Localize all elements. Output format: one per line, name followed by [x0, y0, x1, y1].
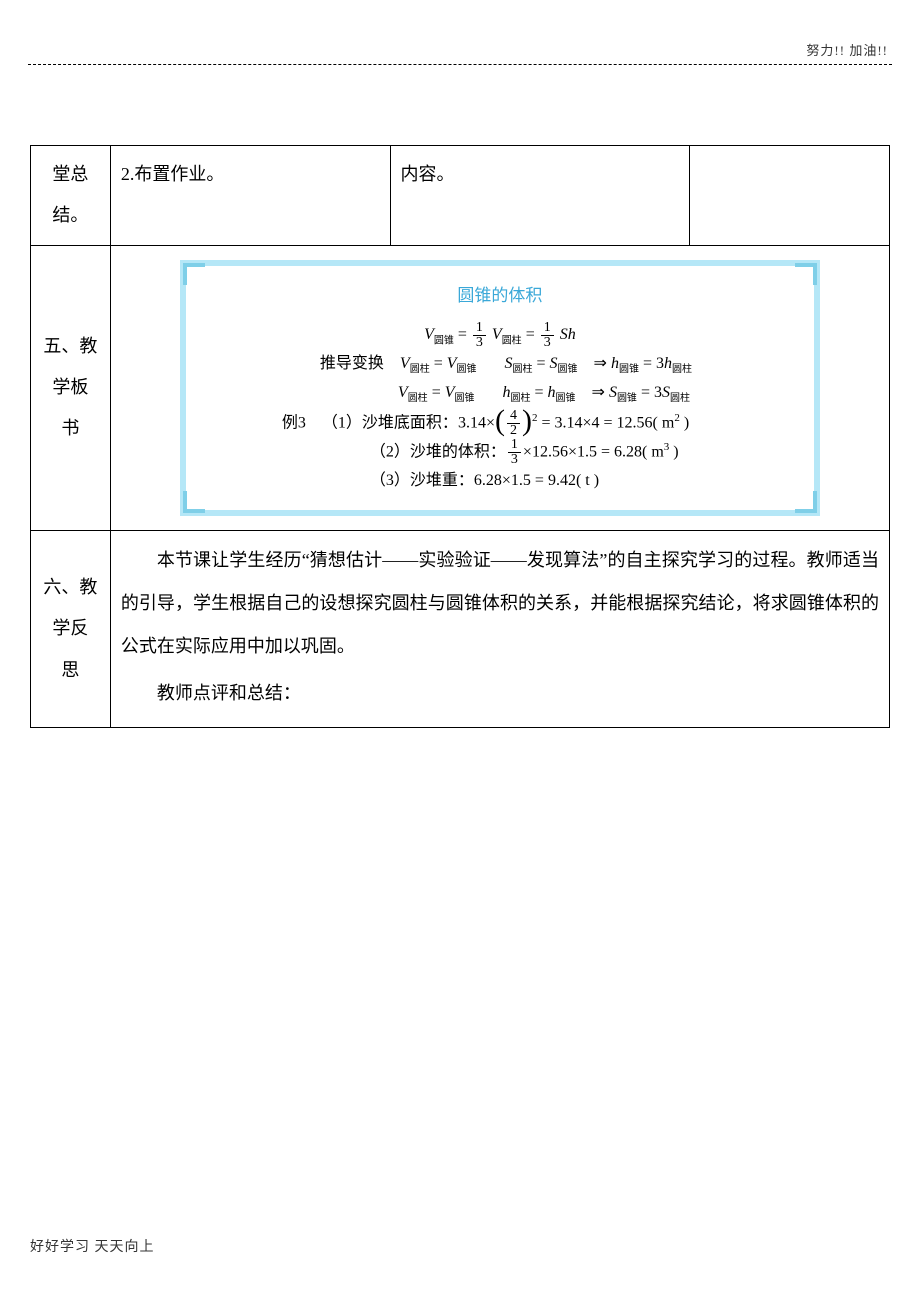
- var-h: h: [611, 355, 619, 372]
- ex3-3: （3）沙堆重：6.28×1.5 = 9.42( t ): [370, 472, 599, 489]
- label-line: 堂总: [41, 154, 100, 195]
- var-h: h: [664, 355, 672, 372]
- corner-decor: [795, 491, 817, 513]
- ex3-label: 例3: [282, 414, 306, 431]
- label-line: 思: [41, 650, 100, 691]
- fraction: 13: [541, 321, 554, 350]
- var-v: V: [424, 326, 434, 343]
- fraction: 42: [507, 409, 520, 438]
- label-line: 五、教: [41, 326, 100, 367]
- var-sh: Sh: [560, 326, 576, 343]
- sub-cone: 圆锥: [556, 394, 576, 405]
- ex3-2-prefix: （2）沙堆的体积：: [370, 443, 506, 460]
- blackboard-frame: 圆锥的体积 V圆锥 = 13 V圆柱 = 13 Sh 推导变换 V圆柱 = V圆…: [180, 260, 820, 516]
- row3-label: 六、教 学反 思: [31, 530, 111, 728]
- ex3-2-tail: ×12.56×1.5 = 6.28( m: [523, 443, 664, 460]
- close-paren: ): [680, 414, 689, 431]
- table-row: 六、教 学反 思 本节课让学生经历“猜想估计——实验验证——发现算法”的自主探究…: [31, 530, 890, 728]
- arrow-icon: ⇒: [594, 355, 607, 372]
- frac-den: 3: [473, 335, 486, 350]
- var-s: S: [662, 384, 670, 401]
- label-line: 六、教: [41, 567, 100, 608]
- var-h: h: [503, 384, 511, 401]
- header-rule: [28, 64, 892, 65]
- var-h: h: [548, 384, 556, 401]
- table-row: 堂总 结。 2.布置作业。 内容。: [31, 146, 890, 246]
- var-s: S: [550, 355, 558, 372]
- ex3-1-prefix: （1）沙堆底面积：: [322, 414, 458, 431]
- label-line: 书: [41, 408, 100, 449]
- sub-cone: 圆锥: [558, 364, 578, 375]
- sub-cyl: 圆柱: [513, 364, 533, 375]
- sub-cone: 圆锥: [457, 364, 477, 375]
- sub-cyl: 圆柱: [410, 364, 430, 375]
- table-row: 五、教 学板 书 圆锥的体积 V圆锥 = 13 V圆柱 = 13 Sh: [31, 245, 890, 530]
- fraction: 13: [473, 321, 486, 350]
- frac-num: 1: [541, 321, 554, 335]
- sub-cone: 圆锥: [619, 364, 639, 375]
- var-v: V: [492, 326, 502, 343]
- deriv-label: 推导变换: [320, 355, 384, 372]
- row1-col4: [690, 146, 890, 246]
- var-s: S: [609, 384, 617, 401]
- footer-text: 好好学习 天天向上: [30, 1236, 155, 1256]
- row1-col3: 内容。: [390, 146, 690, 246]
- sub-cyl: 圆柱: [511, 394, 531, 405]
- sub-cyl: 圆柱: [502, 335, 522, 346]
- lesson-table: 堂总 结。 2.布置作业。 内容。 五、教 学板 书 圆锥的体积 V圆锥 = 1…: [30, 145, 890, 728]
- sub-cyl: 圆柱: [670, 394, 690, 405]
- label-line: 结。: [41, 195, 100, 236]
- row2-label: 五、教 学板 书: [31, 245, 111, 530]
- frac-den: 3: [508, 452, 521, 467]
- const-3: 3: [654, 384, 662, 401]
- corner-decor: [183, 491, 205, 513]
- const-3: 3: [656, 355, 664, 372]
- sub-cone: 圆锥: [617, 394, 637, 405]
- big-paren-right: ): [522, 404, 532, 437]
- label-line: 学板: [41, 367, 100, 408]
- var-v: V: [447, 355, 457, 372]
- blackboard-cell: 圆锥的体积 V圆锥 = 13 V圆柱 = 13 Sh 推导变换 V圆柱 = V圆…: [110, 245, 889, 530]
- frac-den: 3: [541, 335, 554, 350]
- close-paren: ): [669, 443, 678, 460]
- corner-decor: [183, 263, 205, 285]
- corner-decor: [795, 263, 817, 285]
- var-v: V: [400, 355, 410, 372]
- var-v: V: [398, 384, 408, 401]
- var-v: V: [445, 384, 455, 401]
- example3-line2: （2）沙堆的体积：13×12.56×1.5 = 6.28( m3 ): [210, 438, 790, 467]
- header-text: 努力!! 加油!!: [806, 40, 888, 59]
- teacher-comment-label: 教师点评和总结：: [121, 672, 879, 715]
- frac-den: 2: [507, 423, 520, 438]
- arrow-icon: ⇒: [592, 384, 605, 401]
- ex3-1-tail: = 3.14×4 = 12.56( m: [537, 414, 674, 431]
- board-title: 圆锥的体积: [210, 276, 790, 315]
- label-line: 学反: [41, 608, 100, 649]
- fraction: 13: [508, 438, 521, 467]
- ex3-1-const: 3.14×: [458, 414, 495, 431]
- frac-num: 4: [507, 409, 520, 423]
- example3-line1: 例3 （1）沙堆底面积：3.14×(42)2 = 3.14×4 = 12.56(…: [210, 409, 790, 438]
- sub-cone: 圆锥: [434, 335, 454, 346]
- derivation-line-1: 推导变换 V圆柱 = V圆锥 S圆柱 = S圆锥 ⇒ h圆锥 = 3h圆柱: [210, 350, 790, 379]
- sub-cyl: 圆柱: [672, 364, 692, 375]
- frac-num: 1: [508, 438, 521, 452]
- row1-label: 堂总 结。: [31, 146, 111, 246]
- sub-cone: 圆锥: [455, 394, 475, 405]
- reflection-paragraph: 本节课让学生经历“猜想估计——实验验证——发现算法”的自主探究学习的过程。教师适…: [121, 539, 879, 669]
- row1-col2: 2.布置作业。: [110, 146, 390, 246]
- sub-cyl: 圆柱: [408, 394, 428, 405]
- example3-line3: （3）沙堆重：6.28×1.5 = 9.42( t ): [210, 467, 790, 496]
- big-paren-left: (: [495, 404, 505, 437]
- reflection-cell: 本节课让学生经历“猜想估计——实验验证——发现算法”的自主探究学习的过程。教师适…: [110, 530, 889, 728]
- var-s: S: [505, 355, 513, 372]
- frac-num: 1: [473, 321, 486, 335]
- formula-main: V圆锥 = 13 V圆柱 = 13 Sh: [210, 321, 790, 350]
